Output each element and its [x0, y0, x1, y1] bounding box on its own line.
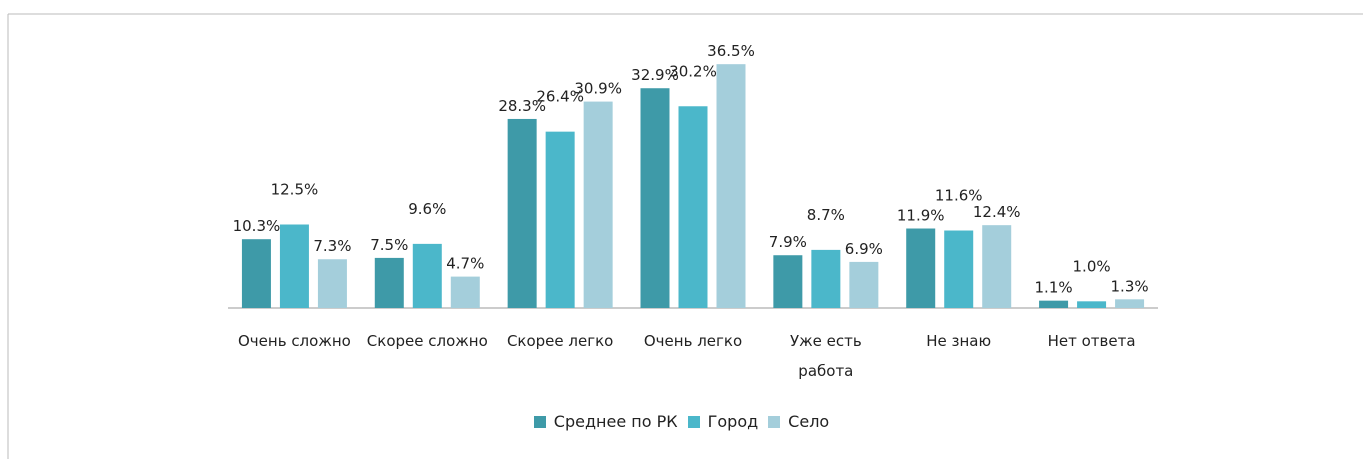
data-label: 8.7% [807, 206, 845, 224]
data-label: 12.4% [973, 203, 1021, 221]
bar [982, 225, 1012, 308]
data-label: 36.5% [707, 42, 755, 60]
bar [773, 255, 803, 308]
data-label: 12.5% [271, 181, 319, 199]
legend-swatch [687, 416, 700, 428]
data-label: 7.5% [370, 236, 408, 254]
bar [1115, 299, 1145, 308]
data-label: 11.9% [897, 207, 945, 225]
bar [279, 224, 309, 308]
legend-item: Город [687, 412, 759, 431]
legend-item: Среднее по РК [533, 412, 678, 431]
x-tick-label: Очень легко [643, 332, 743, 350]
legend-label: Среднее по РК [553, 412, 678, 431]
data-label: 32.9% [631, 66, 679, 84]
x-tick-label: Очень сложно [238, 332, 351, 350]
bar [583, 101, 613, 308]
bar [241, 239, 271, 308]
bar [1077, 301, 1107, 308]
legend-swatch [768, 416, 781, 428]
bar [507, 118, 537, 309]
legend: Среднее по РК Город Село [0, 412, 1363, 431]
data-label: 26.4% [536, 88, 584, 106]
legend-swatch [533, 416, 546, 428]
data-label: 7.9% [769, 233, 807, 251]
bar [640, 88, 670, 308]
x-tick-label: Уже есть работа [789, 332, 862, 380]
data-label: 30.2% [669, 62, 717, 80]
data-label: 7.3% [313, 237, 351, 255]
x-tick-label: Скорее легко [506, 332, 614, 350]
data-label: 1.1% [1035, 279, 1073, 297]
x-tick-label: Не знаю [926, 332, 992, 350]
bar [906, 228, 936, 308]
bar [944, 230, 974, 308]
data-label: 9.6% [408, 200, 446, 218]
bar [412, 243, 442, 308]
data-label: 11.6% [935, 187, 983, 205]
data-label: 30.9% [574, 80, 622, 98]
data-label: 1.3% [1111, 277, 1149, 295]
legend-label: Село [788, 412, 830, 431]
bar [811, 249, 841, 308]
data-label: 10.3% [233, 217, 281, 235]
bar [1039, 300, 1069, 308]
data-label: 1.0% [1073, 257, 1111, 275]
bar [716, 64, 746, 309]
data-label: 6.9% [845, 240, 883, 258]
x-tick-label: Скорее сложно [366, 332, 488, 350]
bar [545, 131, 575, 308]
legend-label: Город [707, 412, 759, 431]
data-label: 4.7% [446, 255, 484, 273]
bar [374, 257, 404, 308]
bar [849, 261, 879, 308]
bar [317, 259, 347, 308]
bar [678, 106, 708, 308]
x-tick-label: Нет ответа [1047, 332, 1136, 350]
bar [450, 276, 480, 308]
data-label: 28.3% [498, 97, 546, 115]
legend-item: Село [768, 412, 829, 431]
